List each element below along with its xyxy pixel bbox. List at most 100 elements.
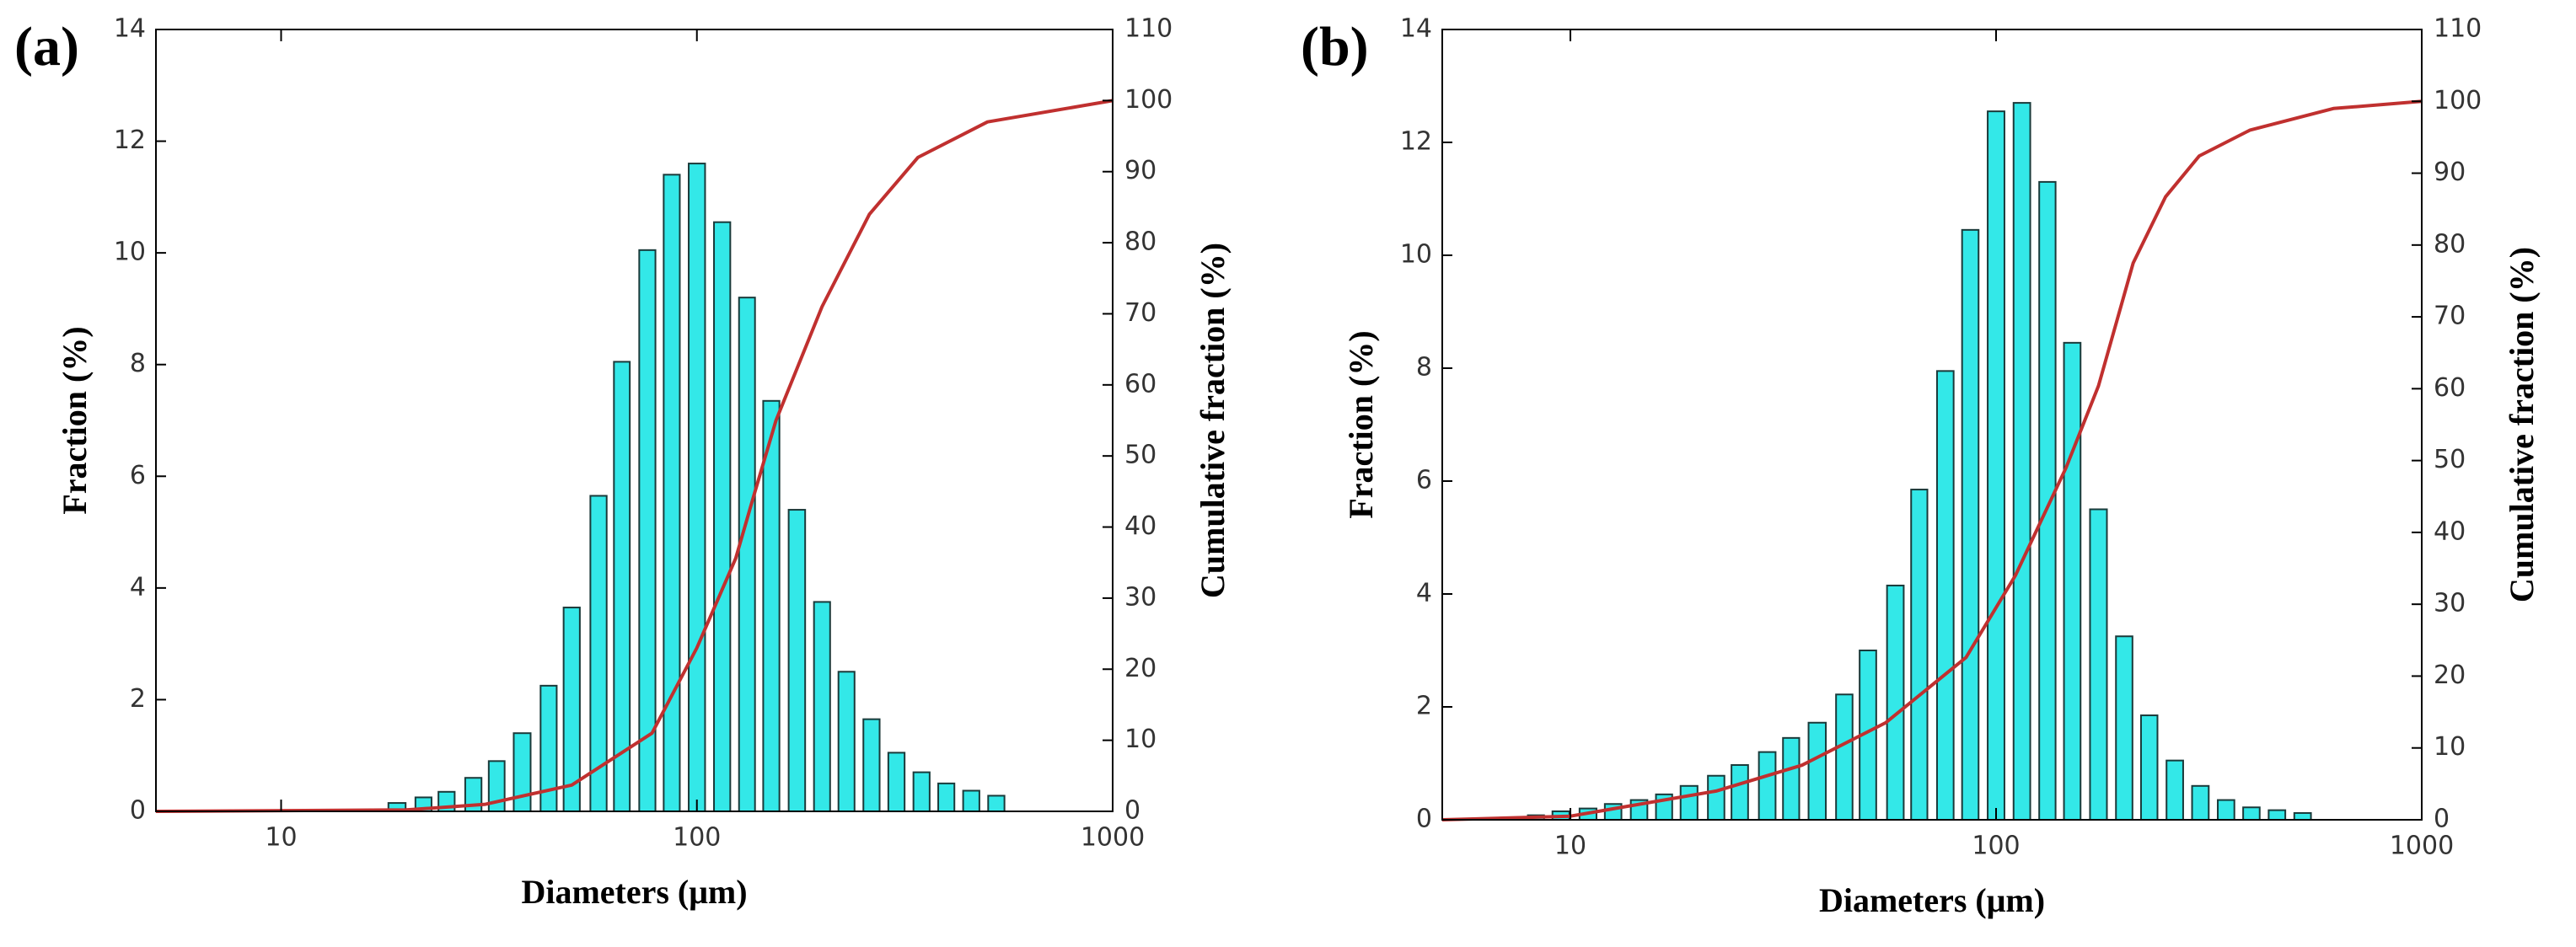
y2-tick-label: 60 <box>2434 373 2466 403</box>
y2-tick-label: 80 <box>2434 229 2466 259</box>
bar <box>1679 784 1699 821</box>
bar <box>2293 811 2312 821</box>
plot-frame <box>155 29 1114 812</box>
bar <box>663 174 681 813</box>
bar <box>2115 635 2133 821</box>
y-tick-label: 12 <box>114 126 146 155</box>
bar <box>2191 784 2210 821</box>
x-axis-label: Diameters (μm) <box>1819 881 2045 919</box>
y2-tick-label: 10 <box>2434 732 2466 762</box>
y2-tick-label: 100 <box>2434 86 2482 115</box>
bar <box>2217 799 2235 821</box>
y2-tick-label: 70 <box>2434 302 2466 331</box>
bar <box>813 601 831 813</box>
y2-tick-label: 40 <box>1124 511 1157 541</box>
bar <box>1707 774 1725 821</box>
y2-tick-label: 20 <box>2434 661 2466 690</box>
bar <box>2012 102 2031 821</box>
bar <box>688 163 706 813</box>
bar <box>2165 759 2184 821</box>
x-tick-label: 1000 <box>1081 823 1145 853</box>
y-tick-label: 8 <box>1416 353 1432 383</box>
cumulative-line <box>155 99 1114 813</box>
cumulative-line <box>1441 99 2423 821</box>
bar <box>862 718 881 813</box>
plot-frame <box>1441 29 2423 821</box>
bar <box>1835 693 1854 821</box>
x-tick-label: 100 <box>1972 832 2020 861</box>
bar <box>2242 806 2261 821</box>
y-tick-label: 10 <box>1400 240 1432 270</box>
bar <box>2267 809 2287 821</box>
y2-tick-label: 50 <box>2434 445 2466 474</box>
y-tick-label: 2 <box>1416 692 1432 721</box>
bar <box>1910 489 1929 821</box>
bar <box>1782 736 1801 821</box>
y2-tick-label: 70 <box>1124 298 1157 328</box>
chart: 0 2 4 6 8 10 12 14 0 10 20 30 40 50 60 70 80 90 100 110 10 10… <box>1301 14 2541 920</box>
y-tick-label: 12 <box>1400 127 1432 157</box>
bar <box>2089 508 2108 821</box>
y-tick-label: 0 <box>130 796 146 826</box>
bar <box>1935 370 1955 821</box>
y-tick-label: 6 <box>130 461 146 490</box>
panel-label: (b) <box>1301 16 1369 78</box>
bar <box>513 732 532 813</box>
bar <box>638 249 657 813</box>
bar <box>787 509 807 812</box>
y-tick-label: 14 <box>114 14 146 44</box>
y2-tick-label: 110 <box>2434 14 2482 44</box>
bar <box>2063 341 2082 821</box>
bar <box>1886 584 1905 821</box>
y-tick-label: 6 <box>1416 466 1432 495</box>
bar <box>912 771 931 812</box>
y2-tick-label: 110 <box>1124 14 1173 44</box>
x-tick-label: 100 <box>673 823 721 853</box>
y2-tick-label: 60 <box>1124 369 1157 399</box>
y-tick-label: 4 <box>1416 579 1432 608</box>
y2-tick-label: 50 <box>1124 441 1157 470</box>
x-axis-label: Diameters (μm) <box>521 873 747 911</box>
bar <box>762 399 781 812</box>
y-axis-label: Fraction (%) <box>56 326 94 514</box>
bar <box>713 221 732 812</box>
bar <box>962 789 980 813</box>
y-axis-label: Fraction (%) <box>1342 330 1380 518</box>
y-tick-label: 14 <box>1400 14 1432 44</box>
bar <box>987 795 1006 813</box>
chart: 0 2 4 6 8 10 12 14 0 10 20 30 40 50 60 70 80 90 100 110 10 10… <box>14 14 1232 912</box>
bar <box>2038 180 2057 821</box>
bar <box>937 782 956 812</box>
y2-axis-label: Cumulative fraction (%) <box>2503 247 2541 602</box>
y-tick-label: 4 <box>130 572 146 602</box>
y-tick-label: 0 <box>1416 805 1432 834</box>
y2-tick-label: 0 <box>1124 796 1140 826</box>
bar <box>1961 228 1980 821</box>
bar <box>1758 751 1777 821</box>
y-tick-label: 2 <box>130 684 146 714</box>
bar <box>837 671 856 812</box>
y-tick-label: 10 <box>114 238 146 267</box>
y2-tick-label: 40 <box>2434 516 2466 546</box>
y2-tick-label: 30 <box>2434 589 2466 618</box>
y2-tick-label: 20 <box>1124 654 1157 683</box>
y2-tick-label: 90 <box>1124 156 1157 185</box>
y2-tick-label: 90 <box>2434 158 2466 187</box>
bar <box>1807 721 1827 821</box>
panel-label: (a) <box>14 16 79 78</box>
y2-tick-label: 80 <box>1124 227 1157 257</box>
bar <box>2139 714 2159 821</box>
y-tick-label: 8 <box>130 349 146 378</box>
bar <box>613 361 631 812</box>
y2-tick-label: 10 <box>1124 725 1157 754</box>
x-tick-label: 1000 <box>2390 832 2454 861</box>
y2-tick-label: 100 <box>1124 85 1173 115</box>
bar <box>887 752 906 813</box>
y2-tick-label: 0 <box>2434 805 2450 834</box>
y2-axis-label: Cumulative fraction (%) <box>1194 243 1232 598</box>
x-tick-label: 10 <box>265 823 297 853</box>
y2-tick-label: 30 <box>1124 582 1157 612</box>
bar <box>1731 764 1749 821</box>
bar <box>738 297 756 812</box>
